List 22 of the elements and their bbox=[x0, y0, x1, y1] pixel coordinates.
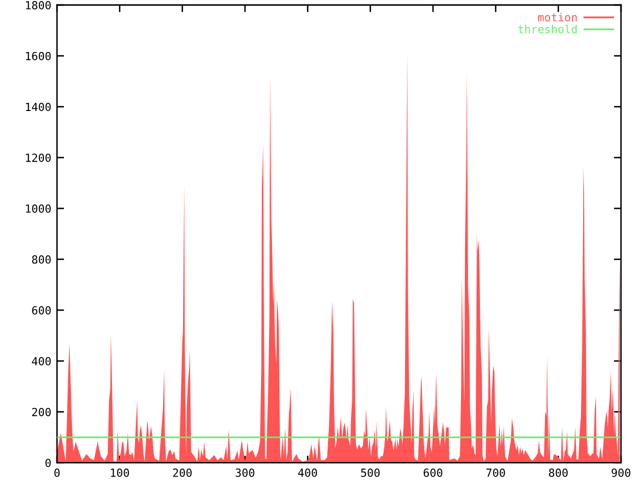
x-tick-label: 400 bbox=[298, 468, 317, 477]
x-tick-label: 100 bbox=[110, 468, 129, 477]
y-tick-label: 1400 bbox=[26, 102, 51, 112]
legend-label: threshold bbox=[518, 24, 577, 34]
x-tick-label: 500 bbox=[361, 468, 380, 477]
x-tick-label: 700 bbox=[486, 468, 505, 477]
x-tick-label: 200 bbox=[173, 468, 192, 477]
x-tick-label: 900 bbox=[612, 468, 630, 477]
y-tick-label: 200 bbox=[32, 408, 51, 416]
x-tick-label: 600 bbox=[424, 468, 442, 477]
y-tick-label: 400 bbox=[32, 356, 51, 366]
legend-label: motion bbox=[538, 12, 577, 22]
y-tick-label: 0 bbox=[45, 458, 51, 468]
y-tick-label: 1600 bbox=[26, 52, 51, 60]
y-tick-label: 800 bbox=[32, 255, 51, 264]
x-tick-label: 800 bbox=[549, 468, 568, 477]
y-tick-label: 600 bbox=[32, 306, 51, 315]
x-tick-label: 0 bbox=[54, 468, 60, 477]
y-tick-label: 1800 bbox=[26, 1, 51, 10]
y-tick-label: 1200 bbox=[26, 154, 51, 162]
x-tick-label: 300 bbox=[236, 468, 254, 477]
y-tick-label: 1000 bbox=[26, 204, 51, 213]
